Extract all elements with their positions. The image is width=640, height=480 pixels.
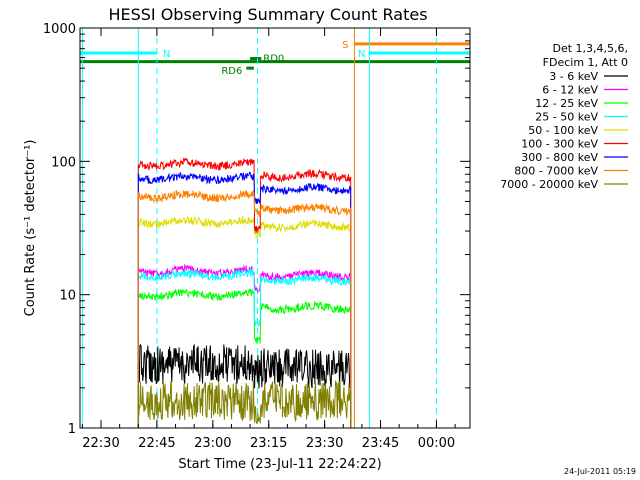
legend-label-4: 50 - 100 keV [528, 124, 598, 137]
legend-label-2: 12 - 25 keV [535, 97, 598, 110]
y-tick-label-2: 100 [51, 155, 76, 170]
y-tick-label-0: 1 [68, 422, 76, 437]
series-line-4 [137, 216, 352, 428]
series-line-0 [137, 343, 352, 428]
flag-label-0: N [163, 49, 170, 60]
x-tick-label-4: 23:30 [306, 436, 343, 451]
x-tick-label-3: 23:15 [250, 436, 287, 451]
legend-label-7: 800 - 7000 keV [514, 165, 598, 178]
legend-label-5: 100 - 300 keV [521, 138, 598, 151]
x-tick-label-6: 00:00 [418, 436, 455, 451]
legend: Det 1,3,4,5,6, FDecim 1, Att 0 3 - 6 keV… [500, 42, 628, 191]
y-axis: 1 10 100 1000 [43, 22, 470, 437]
flag-label-1: N [358, 49, 365, 60]
y-tick-label-1: 10 [59, 289, 76, 304]
legend-label-3: 25 - 50 keV [535, 111, 598, 124]
series-line-5 [137, 157, 352, 428]
vertical-markers [81, 28, 437, 428]
flag-label-4: RD0 [263, 54, 284, 65]
series-lines [137, 157, 352, 428]
legend-label-6: 300 - 800 keV [521, 151, 598, 164]
series-line-3 [137, 268, 352, 428]
flag-label-2: S [342, 40, 348, 51]
series-line-7 [137, 189, 352, 428]
x-tick-label-1: 22:45 [138, 436, 175, 451]
plot-frame [79, 27, 471, 429]
series-line-2 [137, 288, 352, 428]
x-tick-label-0: 22:30 [82, 436, 119, 451]
series-line-8 [137, 380, 352, 428]
legend-label-1: 6 - 12 keV [542, 84, 598, 97]
x-axis: 22:30 22:45 23:00 23:15 23:30 23:45 00:00 [81, 28, 456, 451]
legend-header-line-1: Det 1,3,4,5,6, [552, 42, 628, 55]
series-line-6 [137, 171, 352, 428]
flag-label-5: RD6 [221, 66, 242, 77]
x-axis-label: Start Time (23-Jul-11 22:24:22) [178, 457, 381, 472]
y-tick-label-3: 1000 [43, 22, 76, 37]
chart-title: HESSI Observing Summary Count Rates [108, 5, 427, 24]
legend-header-line-2: FDecim 1, Att 0 [543, 56, 628, 69]
legend-label-0: 3 - 6 keV [549, 70, 598, 83]
timestamp-stamp: 24-Jul-2011 05:19 [564, 467, 636, 476]
x-tick-label-5: 23:45 [362, 436, 399, 451]
y-axis-label: Count Rate (s⁻¹ detector⁻¹) [23, 140, 38, 317]
legend-label-8: 7000 - 20000 keV [500, 178, 598, 191]
x-tick-label-2: 23:00 [194, 436, 231, 451]
